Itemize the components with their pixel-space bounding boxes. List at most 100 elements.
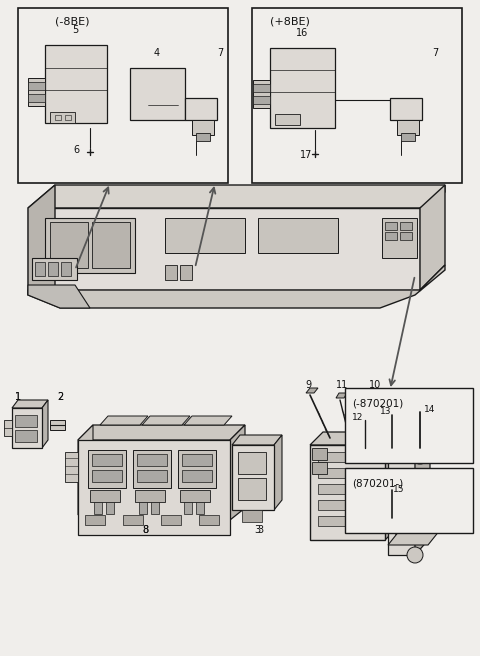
Polygon shape [142,416,190,425]
Bar [196,502,204,514]
Text: 2: 2 [57,392,63,402]
Bar [182,454,212,466]
Circle shape [360,448,370,458]
Bar [400,222,412,230]
Polygon shape [185,60,192,120]
Polygon shape [100,416,148,425]
Polygon shape [335,38,345,128]
Bar [312,448,327,460]
Bar [385,232,397,240]
Text: 17: 17 [300,150,312,160]
Bar [253,96,270,104]
Bar [242,510,262,522]
Bar [85,515,105,525]
Bar [130,68,185,120]
Polygon shape [28,285,90,308]
Bar [318,484,378,494]
Bar [123,515,143,525]
Bar [28,78,45,106]
Bar [345,388,473,463]
Polygon shape [28,265,445,308]
Text: 5: 5 [72,25,78,35]
Bar [151,502,159,514]
Polygon shape [78,425,93,515]
Polygon shape [306,388,318,393]
Bar [137,454,167,466]
Bar [18,8,228,183]
Bar [88,450,126,488]
Bar [135,490,165,502]
Polygon shape [270,38,345,48]
Bar [312,462,327,474]
Bar [92,222,130,268]
Polygon shape [28,185,55,295]
Bar [310,445,385,540]
Text: 3: 3 [257,525,263,535]
Bar [385,222,397,230]
Polygon shape [185,91,223,98]
Text: 15: 15 [393,485,405,495]
Text: 8: 8 [142,525,148,535]
Text: 1: 1 [15,392,21,402]
Text: (-8BE): (-8BE) [55,17,89,27]
Bar [252,8,462,183]
Polygon shape [388,530,440,545]
Bar [4,420,12,436]
Bar [395,155,407,164]
Polygon shape [420,185,445,290]
Bar [50,222,88,268]
Polygon shape [28,185,445,208]
Bar [238,478,266,500]
Bar [65,115,71,120]
Bar [65,452,78,482]
Bar [318,452,378,462]
Bar [137,470,167,482]
Polygon shape [232,435,282,445]
Bar [178,450,216,488]
Bar [345,468,473,533]
Polygon shape [415,400,430,555]
Bar [238,452,266,474]
Bar [184,502,192,514]
Bar [401,133,415,141]
Text: 16: 16 [296,28,308,38]
Bar [397,120,419,135]
Polygon shape [28,208,420,290]
Bar [45,218,135,273]
Circle shape [385,447,399,461]
Text: 8: 8 [142,525,148,535]
Bar [133,450,171,488]
Bar [196,133,210,141]
Bar [165,265,177,280]
Text: 13: 13 [380,407,392,415]
Text: 7: 7 [432,48,438,58]
Text: 7: 7 [217,48,223,58]
Polygon shape [230,425,245,520]
Bar [35,262,45,276]
Bar [161,515,181,525]
Bar [382,218,417,258]
Bar [253,84,270,92]
Bar [50,112,75,123]
Bar [50,420,65,430]
Polygon shape [107,35,117,123]
Circle shape [85,147,95,157]
Text: 1: 1 [15,392,21,402]
Text: 4: 4 [154,48,160,58]
Text: 11: 11 [336,380,348,390]
Text: 3: 3 [254,525,260,535]
Text: (+8BE): (+8BE) [270,17,310,27]
Bar [400,232,412,240]
Bar [199,515,219,525]
Bar [92,470,122,482]
Text: (870201-): (870201-) [352,478,403,488]
Bar [32,258,77,280]
Polygon shape [78,425,245,440]
Polygon shape [184,416,232,425]
Circle shape [385,517,399,531]
Bar [253,80,270,108]
Bar [139,502,147,514]
Bar [185,98,217,120]
Circle shape [310,149,320,159]
Bar [390,98,422,120]
